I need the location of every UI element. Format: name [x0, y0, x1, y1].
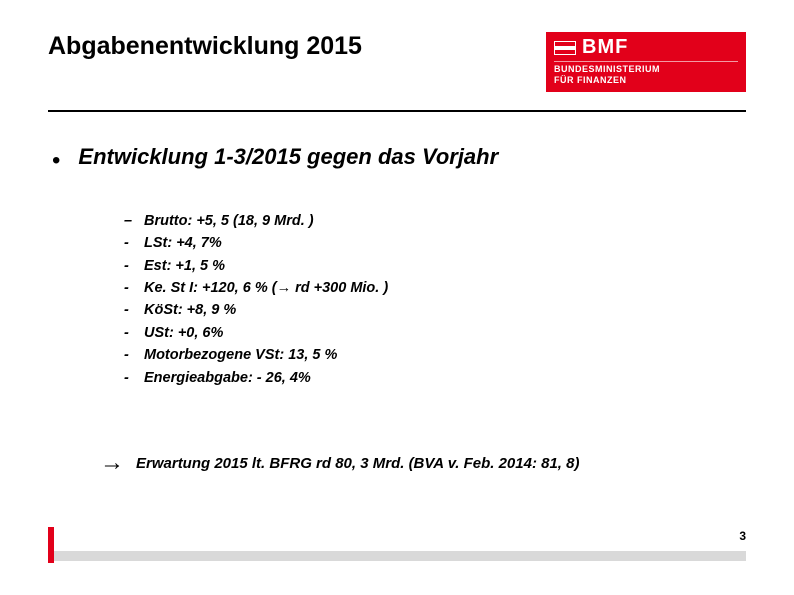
list-item: - Energieabgabe: - 26, 4%: [124, 367, 746, 389]
list-item: - Est: +1, 5 %: [124, 255, 746, 277]
list-text: Energieabgabe: - 26, 4%: [144, 367, 311, 389]
footer-bar: [48, 545, 746, 563]
list-text: Motorbezogene VSt: 13, 5 %: [144, 344, 337, 366]
logo-acronym: BMF: [582, 36, 628, 59]
logo-top-row: BMF: [554, 36, 738, 62]
list-item: – Brutto: +5, 5 (18, 9 Mrd. ): [124, 210, 746, 232]
list-text: Brutto: +5, 5 (18, 9 Mrd. ): [144, 210, 314, 232]
list-marker: -: [124, 299, 132, 321]
list-text: Ke. St I: +120, 6 % (→ rd +300 Mio. ): [144, 277, 388, 299]
expectation-text: Erwartung 2015 lt. BFRG rd 80, 3 Mrd. (B…: [136, 455, 579, 472]
austria-flag-icon: [554, 41, 576, 55]
main-bullet: • Entwicklung 1-3/2015 gegen das Vorjahr: [52, 144, 746, 170]
sub-list: – Brutto: +5, 5 (18, 9 Mrd. ) - LSt: +4,…: [52, 210, 746, 390]
list-text: Est: +1, 5 %: [144, 255, 225, 277]
list-item: - USt: +0, 6%: [124, 322, 746, 344]
content-area: • Entwicklung 1-3/2015 gegen das Vorjahr…: [48, 112, 746, 478]
logo-subtitle: BUNDESMINISTERIUM FÜR FINANZEN: [554, 64, 738, 86]
list-text: KöSt: +8, 9 %: [144, 299, 236, 321]
logo-line2: FÜR FINANZEN: [554, 75, 627, 85]
arrow-icon: →: [100, 449, 124, 477]
list-item: - KöSt: +8, 9 %: [124, 299, 746, 321]
list-item: - Ke. St I: +120, 6 % (→ rd +300 Mio. ): [124, 277, 746, 299]
main-bullet-text: Entwicklung 1-3/2015 gegen das Vorjahr: [78, 144, 498, 170]
bullet-dot-icon: •: [52, 149, 60, 173]
list-text: LSt: +4, 7%: [144, 232, 222, 254]
logo-line1: BUNDESMINISTERIUM: [554, 64, 660, 74]
list-marker: -: [124, 367, 132, 389]
list-marker: -: [124, 344, 132, 366]
expectation-row: → Erwartung 2015 lt. BFRG rd 80, 3 Mrd. …: [52, 449, 746, 477]
list-marker: -: [124, 232, 132, 254]
bmf-logo: BMF BUNDESMINISTERIUM FÜR FINANZEN: [546, 32, 746, 92]
list-item: - Motorbezogene VSt: 13, 5 %: [124, 344, 746, 366]
list-marker: -: [124, 255, 132, 277]
slide: Abgabenentwicklung 2015 BMF BUNDESMINIST…: [0, 0, 794, 595]
list-marker: –: [124, 210, 132, 232]
slide-title: Abgabenentwicklung 2015: [48, 32, 362, 61]
list-item: - LSt: +4, 7%: [124, 232, 746, 254]
header: Abgabenentwicklung 2015 BMF BUNDESMINIST…: [48, 32, 746, 112]
list-text: USt: +0, 6%: [144, 322, 223, 344]
footer-grey-bar: [54, 551, 746, 561]
list-marker: -: [124, 322, 132, 344]
page-number: 3: [739, 529, 746, 543]
list-marker: -: [124, 277, 132, 299]
